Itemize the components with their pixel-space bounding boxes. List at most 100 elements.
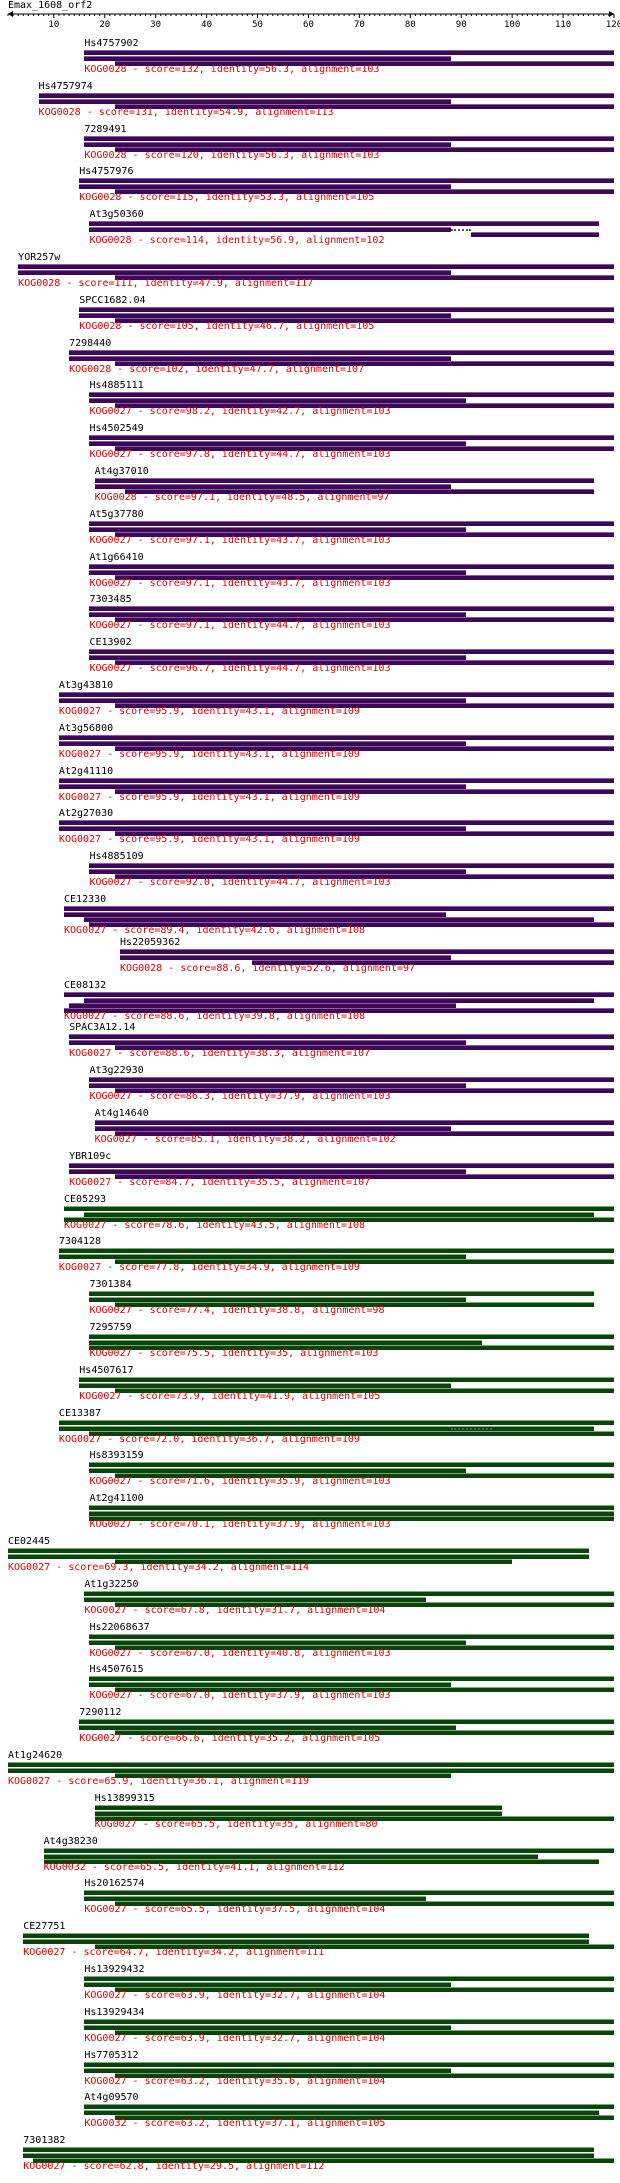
subject-bar: [114, 146, 614, 152]
hit-name[interactable]: At5g37780: [89, 508, 144, 520]
hit-name[interactable]: Hs7705312: [84, 2049, 139, 2061]
hit-name[interactable]: Hs4757974: [38, 80, 93, 92]
hit-name[interactable]: 7290112: [79, 1707, 122, 1719]
hit-name[interactable]: 7303485: [89, 594, 132, 606]
ruler-tick-label: 90: [456, 20, 467, 30]
hit-name[interactable]: Hs13929434: [84, 2006, 145, 2018]
hit-name[interactable]: SPAC3A12.14: [69, 1022, 136, 1034]
hit-name[interactable]: At3g56800: [58, 722, 114, 734]
hit-name[interactable]: Hs4757902: [84, 38, 139, 49]
hit-name[interactable]: Hs13929432: [84, 1964, 145, 1975]
hit-name[interactable]: At1g32250: [84, 1578, 139, 1590]
subject-bar: [114, 2115, 614, 2121]
hit-name[interactable]: Hs8393159: [89, 1450, 144, 1462]
hit-name[interactable]: Hs4885109: [89, 851, 144, 863]
subject-bar: [69, 355, 452, 361]
hit-name[interactable]: CE12330: [64, 894, 107, 905]
hit-name[interactable]: At2g41100: [89, 1493, 144, 1505]
subject-bar: [89, 441, 467, 447]
subject-bar: [114, 1773, 452, 1778]
subject-bar: [89, 1639, 467, 1645]
hit-name[interactable]: YOR257w: [18, 252, 61, 263]
hit-name[interactable]: CE27751: [23, 1921, 66, 1933]
hit-name[interactable]: CE02445: [8, 1536, 51, 1547]
query-bar: [84, 2018, 614, 2024]
subject-bar: [33, 2158, 614, 2164]
hit-name[interactable]: Hs22059362: [120, 936, 181, 948]
hit-score-label: KOG0027 - score=63.9, identity=32.7, ali…: [84, 1990, 386, 2001]
hit-score-label: KOG0027 - score=98.2, identity=42.7, ali…: [89, 406, 391, 418]
hit-score-label: KOG0027 - score=88.6, identity=39.8, ali…: [64, 1010, 366, 1022]
hit-name[interactable]: At4g38230: [43, 1835, 98, 1847]
hit-name[interactable]: Hs4507615: [89, 1664, 144, 1676]
hit-name[interactable]: At4g14640: [94, 1108, 149, 1119]
ruler-right-arrow: [609, 11, 614, 17]
hit-name[interactable]: At1g24620: [8, 1750, 63, 1761]
subject-bar: [79, 1725, 457, 1731]
hit-name[interactable]: 7301384: [89, 1279, 132, 1291]
hit-name[interactable]: 7289491: [84, 123, 127, 135]
hit-score-label: KOG0027 - score=73.9, identity=41.9, ali…: [79, 1390, 381, 1402]
hit-score-label: KOG0032 - score=63.2, identity=37.1, ali…: [84, 2118, 386, 2130]
hit-name[interactable]: At3g50360: [89, 209, 144, 221]
hit-score-label: KOG0027 - score=77.8, identity=34.9, ali…: [58, 1262, 360, 1274]
query-bar: [89, 563, 614, 569]
hit-score-label: KOG0027 - score=92.0, identity=44.7, ali…: [89, 877, 391, 889]
hit-name[interactable]: CE13902: [89, 637, 132, 649]
hit-name[interactable]: Hs4502549: [89, 423, 144, 435]
subject-bar: [84, 997, 594, 1003]
query-bar: [69, 1162, 614, 1168]
hit-name[interactable]: CE05293: [64, 1193, 107, 1205]
hit-name[interactable]: Hs4507617: [79, 1364, 134, 1376]
ruler-left-arrow: [8, 11, 13, 17]
hit-name[interactable]: At2g41110: [58, 765, 114, 777]
hit-name[interactable]: 7298440: [69, 337, 112, 349]
subject-bar: [69, 1168, 467, 1174]
hit-score-label: KOG0032 - score=65.5, identity=41.1, ali…: [43, 1861, 345, 1873]
hit-name[interactable]: Hs4885111: [89, 380, 144, 392]
hit-name[interactable]: At4g09570: [84, 2092, 139, 2104]
hit-score-label: KOG0027 - score=64.7, identity=34.2, ali…: [23, 1947, 325, 1959]
query-bar: [18, 264, 614, 269]
subject-bar: [43, 1853, 538, 1859]
alignment-gap: [451, 229, 472, 232]
hit-name[interactable]: Hs4757976: [79, 166, 134, 178]
hit-score-label: KOG0028 - score=131, identity=54.9, alig…: [38, 106, 334, 118]
query-bar: [120, 948, 614, 954]
hit-score-label: KOG0027 - score=95.9, identity=43.1, ali…: [58, 748, 360, 760]
query-bar: [89, 606, 614, 612]
subject-bar: [89, 1511, 614, 1517]
query-bar: [89, 1291, 594, 1297]
query-bar: [58, 1248, 614, 1254]
subject-bar: [114, 1088, 614, 1094]
subject-bar: [58, 1425, 594, 1431]
hit-name[interactable]: CE08132: [64, 979, 107, 991]
subject-bar: [114, 660, 614, 666]
hit-name[interactable]: YBR109c: [69, 1150, 112, 1162]
hit-name[interactable]: Hs20162574: [84, 1878, 145, 1890]
hit-name[interactable]: At2g27030: [58, 808, 114, 820]
hit-name[interactable]: CE13387: [58, 1407, 102, 1419]
hit-name[interactable]: At4g37010: [94, 466, 149, 477]
subject-bar: [125, 489, 594, 494]
hit-name[interactable]: Hs13899315: [94, 1792, 155, 1804]
hit-name[interactable]: At3g22930: [89, 1065, 144, 1077]
hit-name[interactable]: SPCC1682.04: [79, 294, 146, 306]
hit-name[interactable]: 7301382: [23, 2135, 66, 2147]
query-bar: [64, 906, 614, 911]
subject-bar: [84, 1211, 594, 1217]
hit-score-label: KOG0028 - score=102, identity=47.7, alig…: [69, 363, 365, 375]
hit-name[interactable]: 7295759: [89, 1322, 132, 1333]
hit-name[interactable]: 7304128: [58, 1236, 102, 1248]
hit-score-label: KOG0027 - score=97.8, identity=44.7, ali…: [89, 449, 391, 461]
hit-score-label: KOG0027 - score=85.1, identity=38.2, ali…: [94, 1134, 396, 1145]
subject-bar: [114, 61, 614, 66]
query-bar: [23, 1933, 589, 1939]
hit-name[interactable]: At3g43810: [58, 680, 114, 691]
hit-name[interactable]: At1g66410: [89, 551, 144, 563]
hit-name[interactable]: Hs22068637: [89, 1621, 150, 1633]
query-bar: [8, 1762, 614, 1767]
subject-bar: [89, 1345, 614, 1350]
subject-bar: [114, 1559, 513, 1564]
